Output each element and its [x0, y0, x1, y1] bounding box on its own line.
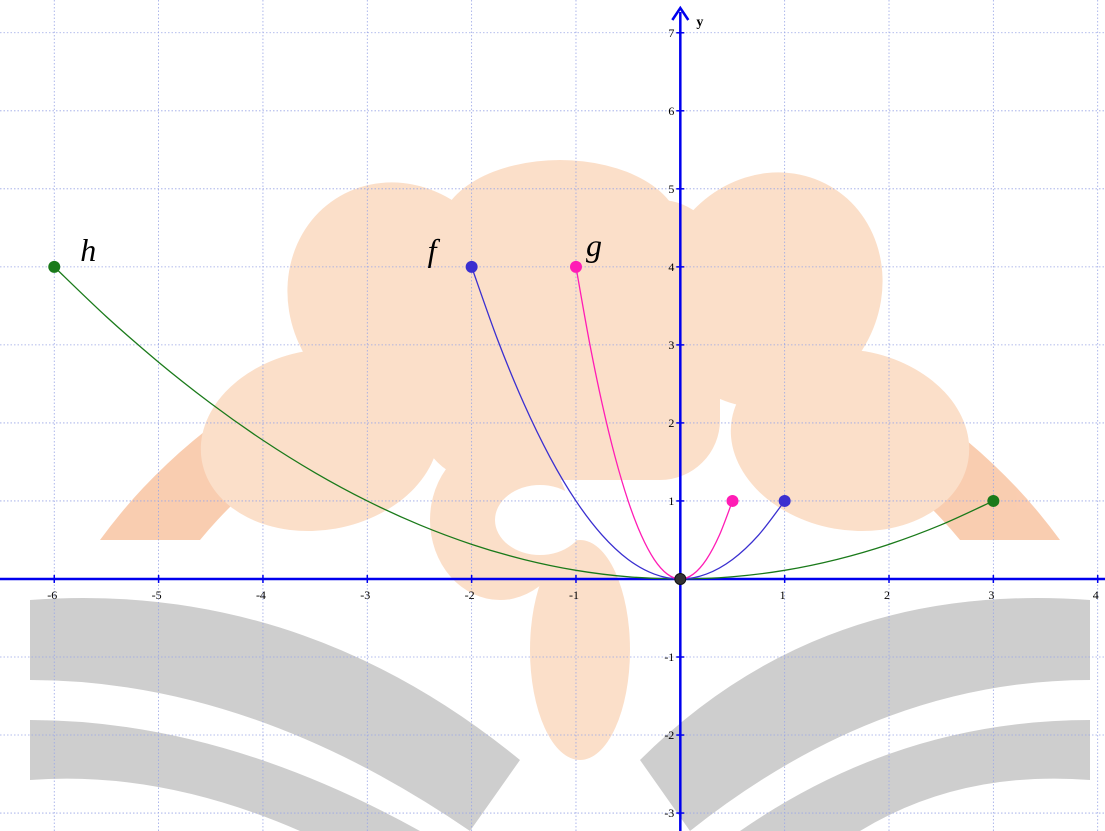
curve-label: g — [586, 227, 602, 263]
y-tick-label: 6 — [668, 104, 674, 118]
y-tick-label: 4 — [668, 260, 674, 274]
endpoint — [466, 261, 478, 273]
origin-point — [675, 573, 686, 584]
x-tick-label: -3 — [360, 588, 370, 602]
x-tick-label: 3 — [988, 588, 994, 602]
x-tick-label: -2 — [465, 588, 475, 602]
x-tick-label: -1 — [569, 588, 579, 602]
y-tick-label: -2 — [664, 728, 674, 742]
endpoint — [48, 261, 60, 273]
chart: y-6-5-4-3-2-11234-3-2-11234567hfg — [0, 0, 1105, 831]
background-logo — [30, 131, 1090, 831]
y-axis-label: y — [696, 15, 703, 30]
x-tick-label: -4 — [256, 588, 266, 602]
endpoint — [570, 261, 582, 273]
x-tick-label: 4 — [1093, 588, 1099, 602]
x-tick-label: 2 — [884, 588, 890, 602]
y-tick-label: 3 — [668, 338, 674, 352]
y-tick-label: 5 — [668, 182, 674, 196]
y-tick-label: 1 — [668, 494, 674, 508]
y-tick-label: 2 — [668, 416, 674, 430]
x-tick-label: -5 — [152, 588, 162, 602]
endpoint — [779, 495, 791, 507]
x-tick-label: 1 — [780, 588, 786, 602]
endpoint — [726, 495, 738, 507]
endpoint — [987, 495, 999, 507]
y-tick-label: 7 — [668, 26, 674, 40]
curve-label: h — [80, 232, 96, 268]
x-tick-label: -6 — [47, 588, 57, 602]
y-tick-label: -1 — [664, 650, 674, 664]
y-tick-label: -3 — [664, 806, 674, 820]
